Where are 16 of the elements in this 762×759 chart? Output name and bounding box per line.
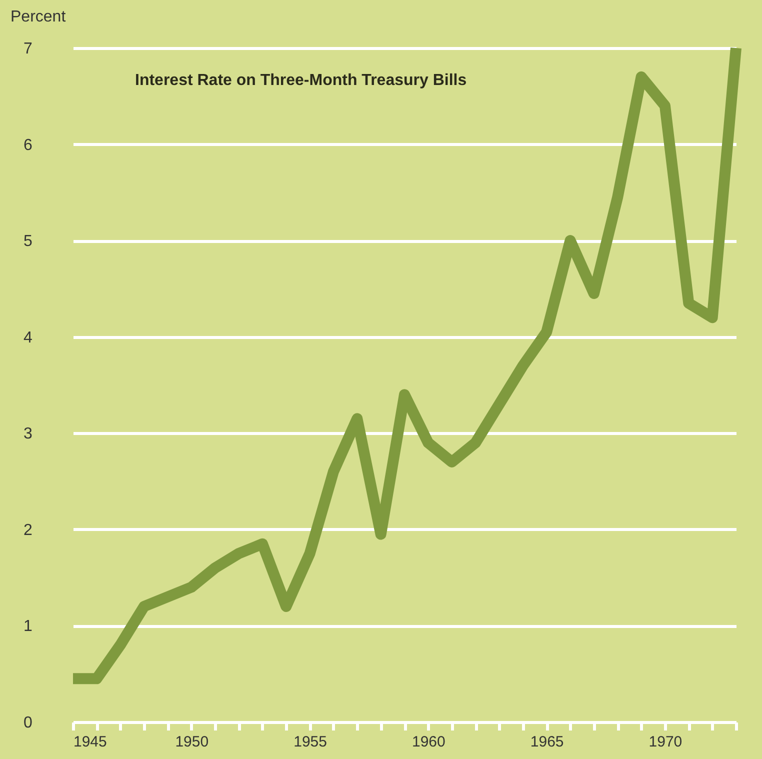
y-tick-label: 3 [24, 426, 32, 443]
y-axis-title: Percent [10, 8, 66, 26]
y-tick-label: 1 [24, 618, 32, 636]
text: Interest Rate on Three-Month Treasury Bills [135, 72, 467, 89]
x-tick-label: 1945 [74, 734, 107, 750]
y-tick-label: 7 [24, 40, 32, 58]
x-tick-label: 1960 [412, 734, 446, 750]
x-tick-label: 1965 [530, 734, 564, 750]
y-tick-label: 5 [24, 233, 32, 250]
y-tick-label: 0 [24, 714, 32, 732]
y-tick-label: 4 [24, 329, 32, 346]
y-tick-label: 2 [24, 522, 32, 539]
x-tick-label: 1970 [648, 734, 682, 750]
x-tick-label: 1950 [175, 734, 209, 750]
y-tick-label: 6 [24, 136, 32, 154]
x-tick-label: 1955 [294, 734, 327, 750]
